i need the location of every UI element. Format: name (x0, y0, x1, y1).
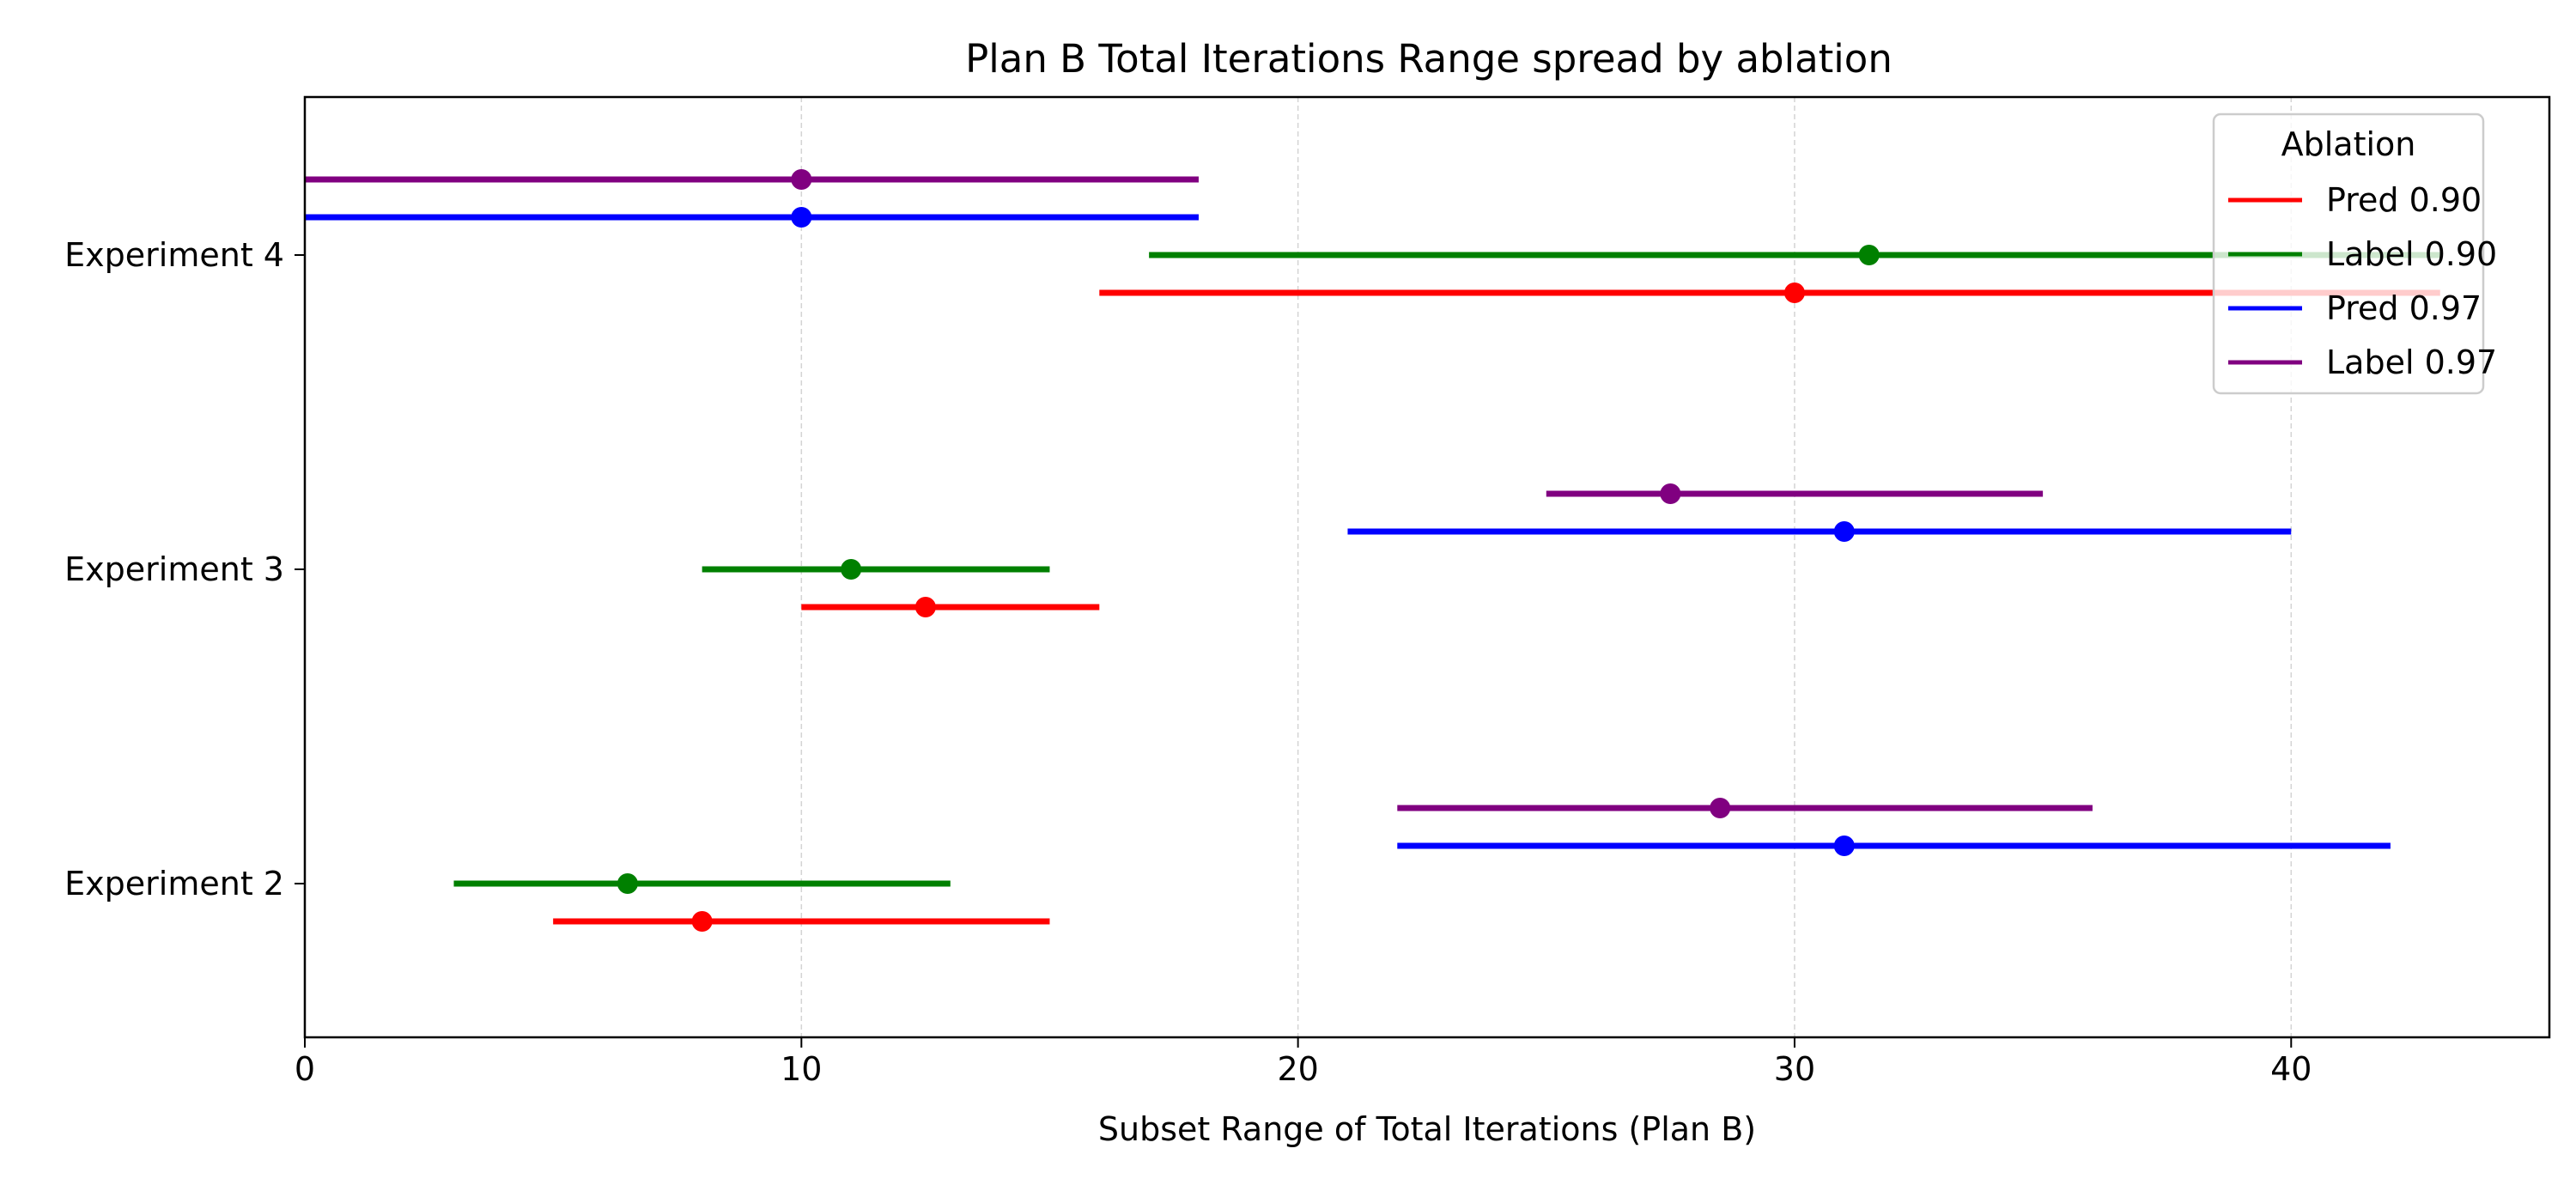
center-point (1783, 283, 1805, 303)
center-point (791, 169, 812, 190)
center-point (841, 559, 862, 580)
legend-label: Label 0.90 (2326, 235, 2497, 273)
center-point (617, 873, 638, 894)
y-tick-label: Experiment 4 (64, 236, 284, 274)
series-2 (305, 207, 2391, 856)
center-point (791, 207, 812, 228)
x-tick-label: 40 (2270, 1050, 2312, 1088)
legend-box (2212, 112, 2485, 395)
legend-label: Pred 0.97 (2326, 289, 2482, 327)
y-tick-label: Experiment 3 (64, 550, 284, 588)
plot-frame (303, 95, 2551, 1039)
center-point (1833, 521, 1855, 542)
legend-label: Pred 0.90 (2326, 181, 2482, 219)
center-point (1710, 798, 1731, 818)
center-point (1833, 836, 1855, 856)
chart-title: Plan B Total Iterations Range spread by … (965, 36, 1893, 82)
legend-label: Label 0.97 (2326, 343, 2497, 381)
center-point (1660, 483, 1681, 504)
legend-items: Pred 0.90 Label 0.90 Pred 0.97 Label 0.97 (2228, 181, 2497, 381)
x-tick-label: 10 (781, 1050, 822, 1088)
legend: Ablation Pred 0.90 Label 0.90 Pred 0.97 Lab… (2212, 112, 2497, 395)
center-point (691, 911, 713, 932)
x-tick-label: 20 (1277, 1050, 1318, 1088)
x-tick-label: 30 (1774, 1050, 1815, 1088)
x-axis-label: Subset Range of Total Iterations (Plan B… (1098, 1110, 1756, 1148)
series-3 (305, 169, 2093, 818)
y-tick-label: Experiment 2 (64, 865, 284, 902)
x-tick-label: 0 (295, 1050, 315, 1088)
y-axis: Experiment 2 Experiment 3 Experiment 4 (64, 236, 305, 902)
x-axis: 0 10 20 30 40 (295, 1037, 2312, 1088)
center-point (1858, 245, 1880, 265)
legend-title: Ablation (2281, 125, 2416, 163)
center-point (914, 597, 936, 617)
